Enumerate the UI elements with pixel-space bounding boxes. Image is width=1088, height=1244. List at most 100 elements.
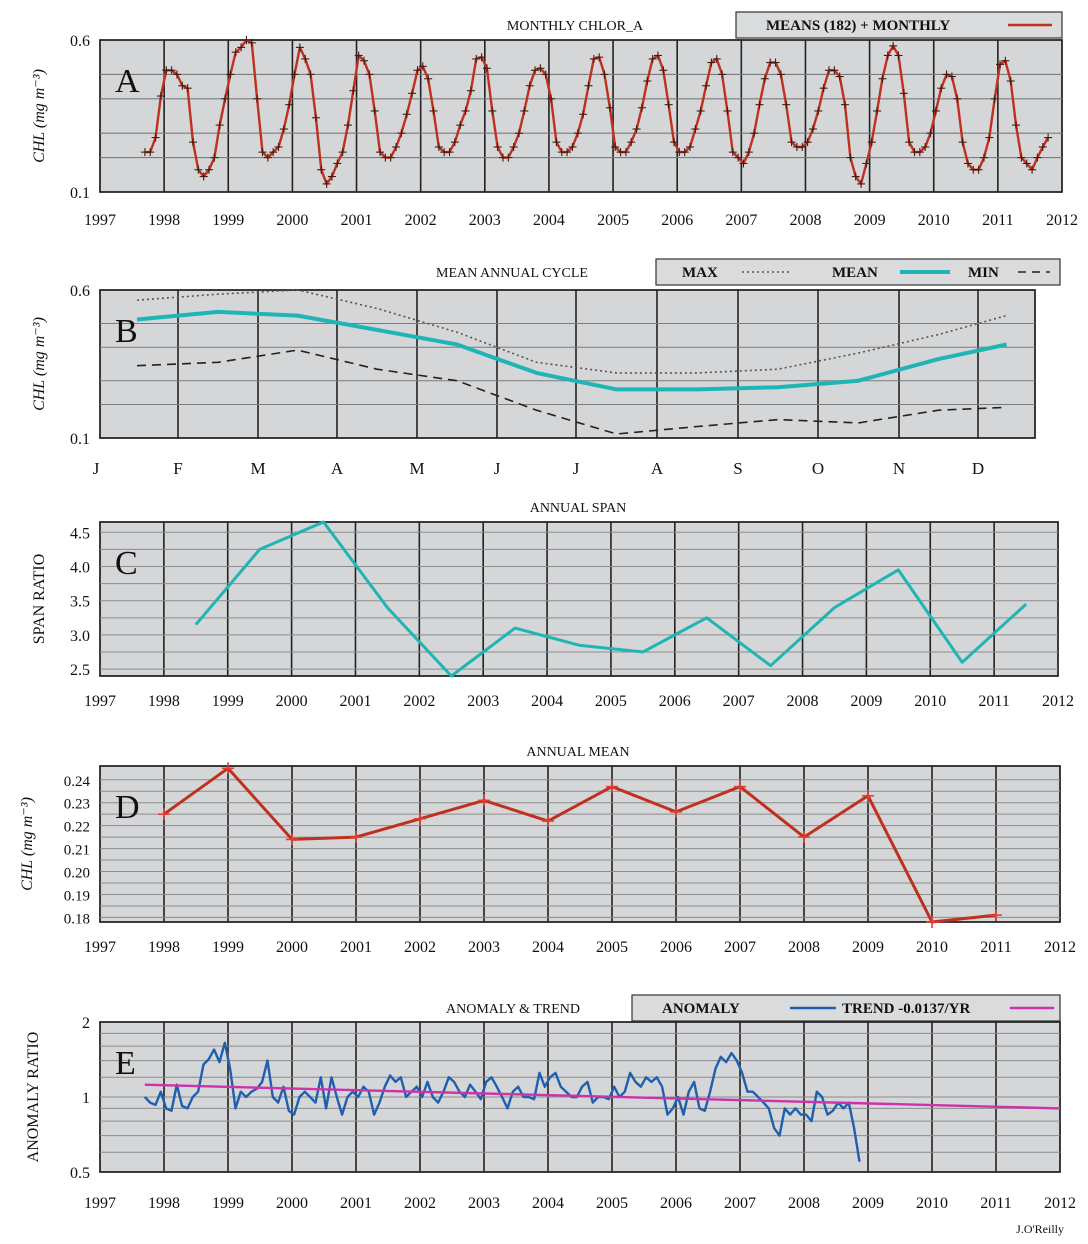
y-tick-label: 0.1 xyxy=(70,185,90,202)
plot-border xyxy=(99,39,1063,193)
panel-letter-e: E xyxy=(115,1045,136,1082)
x-tick-label: 1997 xyxy=(84,693,116,710)
x-tick-label: 2012 xyxy=(1044,939,1076,956)
x-tick-label: 2007 xyxy=(724,939,756,956)
plot-border xyxy=(99,765,1061,923)
month-tick-label: A xyxy=(651,459,664,478)
month-tick-label: S xyxy=(733,459,742,478)
y-tick-label: 0.23 xyxy=(64,797,90,813)
month-tick-label: J xyxy=(573,459,580,478)
y-axis-label: CHL (mg m⁻³) xyxy=(31,317,48,411)
month-tick-label: A xyxy=(331,459,344,478)
x-tick-label: 2001 xyxy=(339,693,371,710)
x-tick-label: 2001 xyxy=(341,212,373,229)
x-tick-label: 2004 xyxy=(532,1195,564,1212)
y-tick-label: 3.5 xyxy=(70,594,90,611)
trend-line xyxy=(144,1083,1061,1110)
y-tick-label: 0.6 xyxy=(70,33,90,50)
annual-mean-line xyxy=(163,766,997,924)
x-tick-label: 2002 xyxy=(405,212,437,229)
annual-span-line xyxy=(194,520,1028,678)
cycle-line-mean xyxy=(136,309,1007,392)
x-tick-label: 2001 xyxy=(340,939,372,956)
legend-label-anomaly: ANOMALY xyxy=(662,1001,740,1017)
x-tick-label: 2011 xyxy=(980,1195,1011,1212)
plot-border xyxy=(99,289,1036,439)
month-tick-label: M xyxy=(250,459,265,478)
legend-box xyxy=(631,994,1061,1022)
x-tick-label: 2011 xyxy=(982,212,1013,229)
plot-border xyxy=(99,521,1059,677)
x-tick-label: 2004 xyxy=(531,693,563,710)
panel-a-plot-area xyxy=(99,39,1063,193)
panel-e-title: ANOMALY & TREND xyxy=(446,1002,580,1017)
x-tick-label: 1999 xyxy=(212,1195,244,1212)
x-tick-label: 1997 xyxy=(84,1195,116,1212)
x-tick-label: 2006 xyxy=(659,693,691,710)
y-axis-label: CHL (mg m⁻³) xyxy=(31,69,48,163)
month-tick-label: J xyxy=(494,459,501,478)
y-tick-label: 0.22 xyxy=(64,820,90,836)
month-tick-label: F xyxy=(173,459,182,478)
panel-c-title: ANNUAL SPAN xyxy=(530,501,627,516)
x-tick-label: 2005 xyxy=(595,693,627,710)
y-tick-label: 4.5 xyxy=(70,525,90,542)
panel-c-plot-area xyxy=(99,521,1059,677)
x-tick-label: 2002 xyxy=(403,693,435,710)
x-tick-label: 2004 xyxy=(532,939,564,956)
x-tick-label: 1998 xyxy=(148,1195,180,1212)
x-tick-label: 2003 xyxy=(469,212,501,229)
x-tick-label: 2005 xyxy=(597,212,629,229)
panel-d-title: ANNUAL MEAN xyxy=(526,745,629,760)
y-tick-label: 0.6 xyxy=(70,283,90,300)
panel-letter-d: D xyxy=(115,789,140,826)
x-tick-label: 2010 xyxy=(916,939,948,956)
x-tick-label: 2008 xyxy=(789,212,821,229)
x-tick-label: 2006 xyxy=(660,1195,692,1212)
x-tick-label: 1999 xyxy=(212,939,244,956)
cycle-line-min xyxy=(136,349,1007,435)
x-tick-label: 2011 xyxy=(978,693,1009,710)
y-tick-label: 2 xyxy=(82,1015,90,1032)
x-tick-label: 2012 xyxy=(1042,693,1074,710)
x-tick-label: 2009 xyxy=(854,212,886,229)
x-tick-label: 2000 xyxy=(276,212,308,229)
x-tick-label: 1998 xyxy=(148,693,180,710)
legend-label-min: MIN xyxy=(968,265,999,281)
legend-box xyxy=(735,11,1063,39)
x-tick-label: 2005 xyxy=(596,939,628,956)
x-tick-label: 2008 xyxy=(787,693,819,710)
x-tick-label: 2003 xyxy=(468,1195,500,1212)
panel-letter-b: B xyxy=(115,313,138,350)
x-tick-label: 1998 xyxy=(148,212,180,229)
y-axis-label: CHL (mg m⁻³) xyxy=(19,797,36,891)
x-tick-label: 2002 xyxy=(404,1195,436,1212)
x-tick-label: 2010 xyxy=(918,212,950,229)
y-tick-label: 0.18 xyxy=(64,911,90,927)
x-tick-label: 1999 xyxy=(212,212,244,229)
x-tick-label: 2010 xyxy=(916,1195,948,1212)
x-tick-label: 2000 xyxy=(276,1195,308,1212)
legend-label-mean: MEAN xyxy=(832,265,878,281)
x-tick-label: 2008 xyxy=(788,939,820,956)
author-credit: J.O'Reilly xyxy=(1016,1222,1064,1236)
month-tick-label: J xyxy=(93,459,100,478)
y-tick-label: 1 xyxy=(82,1090,90,1107)
month-tick-label: M xyxy=(409,459,424,478)
x-tick-label: 2012 xyxy=(1044,1195,1076,1212)
monthly-chl-line xyxy=(144,38,1050,186)
y-tick-label: 2.5 xyxy=(70,662,90,679)
x-tick-label: 2000 xyxy=(276,939,308,956)
y-tick-label: 4.0 xyxy=(70,559,90,576)
cycle-line-max xyxy=(136,289,1007,374)
legend-label-monthly: MEANS (182) + MONTHLY xyxy=(766,18,950,34)
x-tick-label: 2003 xyxy=(468,939,500,956)
x-tick-label: 2009 xyxy=(850,693,882,710)
x-tick-label: 2001 xyxy=(340,1195,372,1212)
x-tick-label: 2005 xyxy=(596,1195,628,1212)
x-tick-label: 1998 xyxy=(148,939,180,956)
x-tick-label: 2000 xyxy=(276,693,308,710)
month-tick-label: D xyxy=(972,459,984,478)
x-tick-label: 2007 xyxy=(724,1195,756,1212)
